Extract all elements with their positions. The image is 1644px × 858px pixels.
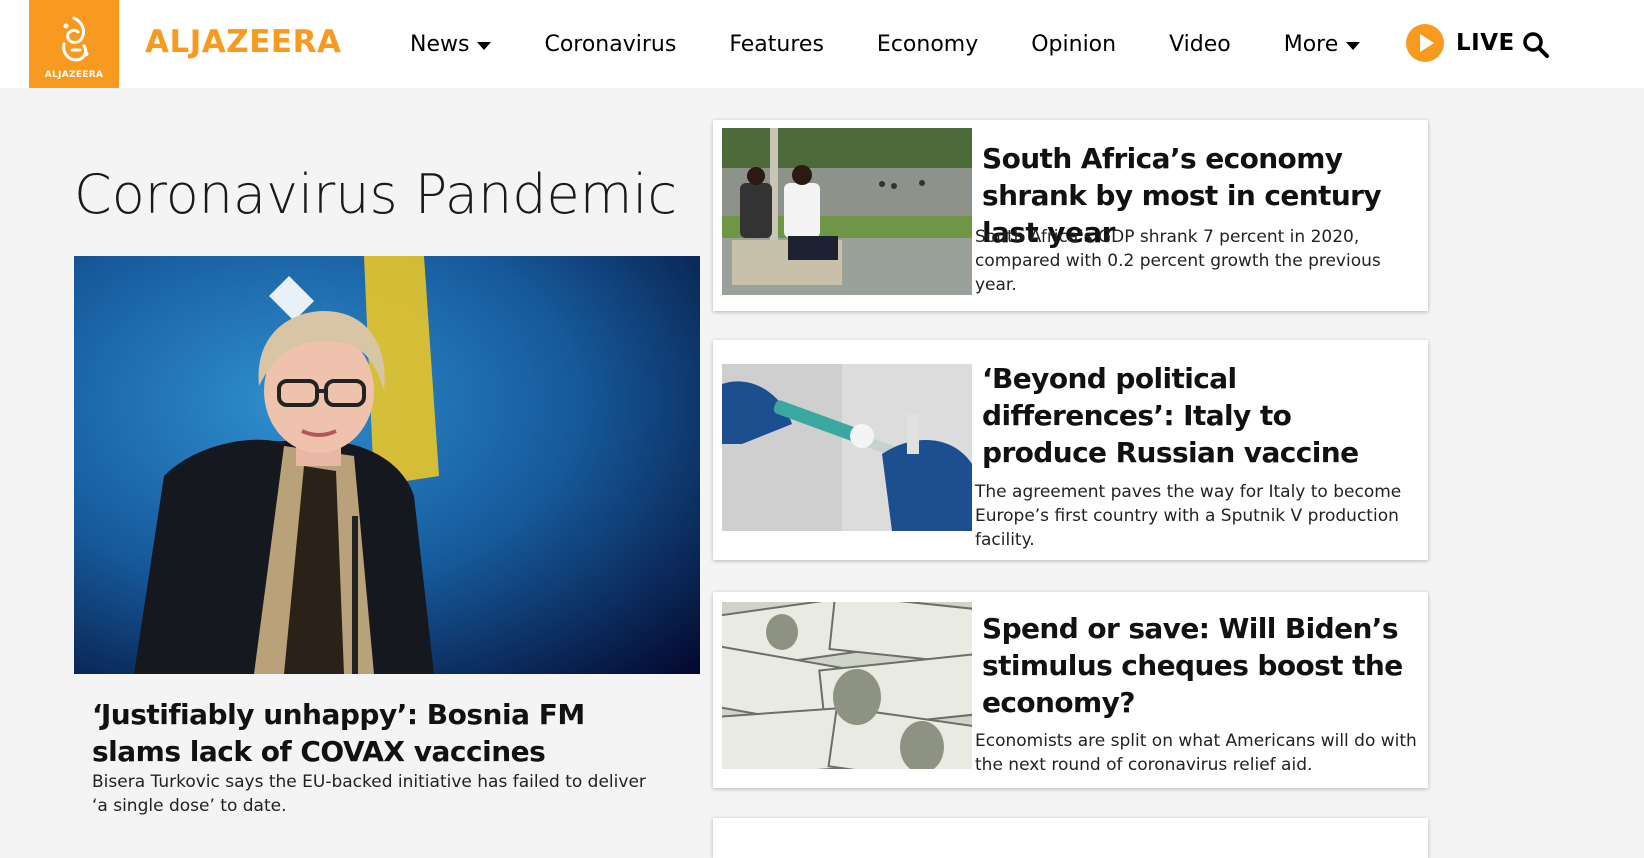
live-label: LIVE [1456, 30, 1515, 56]
calligraphy-logo-icon [62, 16, 89, 62]
nav-label: Coronavirus [544, 31, 677, 57]
nav-item-video[interactable]: Video [1169, 32, 1231, 57]
logo-text: ALJAZEERA [44, 70, 104, 80]
nav-item-news[interactable]: News [410, 31, 492, 57]
article-description: Economists are split on what Americans w… [975, 731, 1417, 775]
article-card[interactable] [713, 818, 1428, 858]
chevron-down-icon [477, 41, 492, 50]
logo[interactable]: ALJAZEERA [29, 0, 119, 88]
article-description: South Africa’s GDP shrank 7 percent in 2… [975, 227, 1381, 295]
article-image [722, 128, 972, 295]
search-icon[interactable] [1522, 31, 1550, 59]
nav-label: Video [1169, 31, 1231, 57]
hero-headline[interactable]: ‘Justifiably unhappy’: Bosnia FM slams l… [92, 698, 585, 768]
nav-label: News [410, 31, 470, 57]
article-description: The agreement paves the way for Italy to… [975, 482, 1402, 550]
hero-image[interactable] [74, 256, 700, 674]
site-header: ALJAZEERA ALJAZEERA News Coronavirus Fea… [0, 0, 1644, 88]
article-card[interactable]: Spend or save: Will Biden’s stimulus che… [713, 592, 1428, 788]
nav-item-more[interactable]: More [1284, 32, 1361, 57]
live-button[interactable]: LIVE [1406, 24, 1515, 62]
nav-label: More [1283, 31, 1339, 57]
article-image [722, 602, 972, 769]
main-nav: News Coronavirus Features Economy Opinio… [410, 0, 1413, 88]
nav-item-coronavirus[interactable]: Coronavirus [544, 32, 676, 57]
chevron-down-icon [1346, 41, 1361, 50]
nav-item-opinion[interactable]: Opinion [1031, 32, 1116, 57]
play-circle-icon [1406, 24, 1444, 62]
brand-wordmark[interactable]: ALJAZEERA [145, 24, 342, 60]
nav-label: Opinion [1031, 31, 1117, 57]
nav-item-economy[interactable]: Economy [877, 32, 978, 57]
article-headline: Spend or save: Will Biden’s stimulus che… [982, 612, 1403, 719]
article-headline: South Africa’s economy shrank by most in… [982, 142, 1382, 249]
article-image [722, 364, 972, 531]
page-title: Coronavirus Pandemic [74, 163, 678, 226]
article-headline: ‘Beyond political differences’: Italy to… [982, 362, 1359, 469]
article-card[interactable]: South Africa’s economy shrank by most in… [713, 120, 1428, 311]
nav-label: Features [729, 31, 824, 57]
nav-label: Economy [876, 31, 979, 57]
hero-description: Bisera Turkovic says the EU-backed initi… [92, 772, 646, 816]
nav-item-features[interactable]: Features [729, 32, 824, 57]
article-card[interactable]: ‘Beyond political differences’: Italy to… [713, 340, 1428, 560]
